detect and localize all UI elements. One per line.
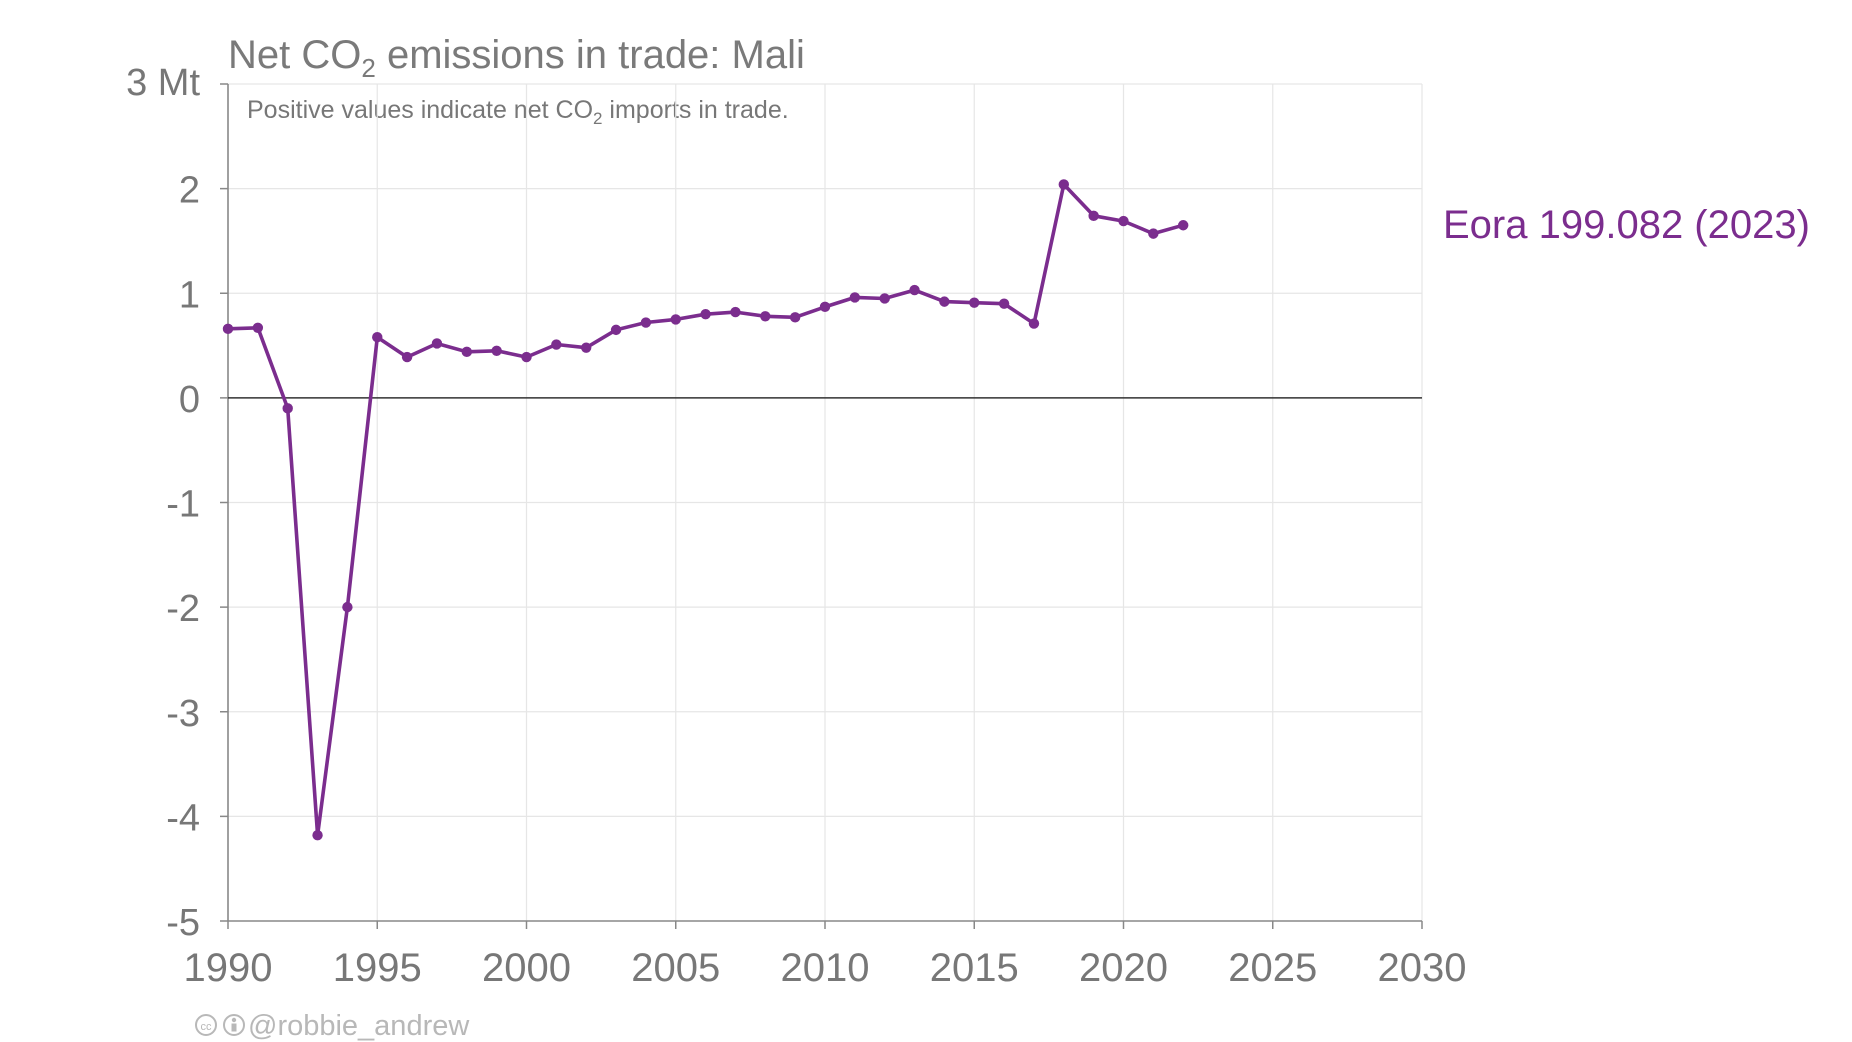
x-tick-label: 2020 — [1079, 946, 1168, 990]
data-point — [670, 314, 681, 325]
credit-text: @robbie_andrew — [248, 1010, 470, 1042]
y-tick-label: 1 — [179, 274, 200, 316]
data-point — [222, 323, 234, 335]
data-point — [610, 324, 622, 336]
series-label: Eora 199.082 (2023) — [1443, 203, 1810, 247]
credit: cc @robbie_andrew — [195, 1010, 470, 1042]
data-point — [879, 293, 890, 304]
data-point — [372, 331, 383, 343]
chart-subtitle: Positive values indicate net CO2 imports… — [247, 96, 789, 128]
data-point — [909, 284, 920, 296]
y-tick-label: -4 — [166, 797, 200, 839]
y-tick-label: -2 — [166, 588, 200, 630]
data-point — [789, 312, 801, 323]
y-tick-label: 0 — [179, 379, 200, 421]
svg-text:cc: cc — [201, 1021, 213, 1033]
data-point — [1148, 228, 1159, 239]
data-point — [819, 301, 831, 313]
data-point — [1088, 210, 1099, 222]
chart-title-subscript: 2 — [361, 53, 375, 83]
data-point — [1118, 215, 1129, 227]
y-tick-label: -1 — [166, 484, 200, 526]
x-tick-label: 2010 — [781, 946, 870, 990]
chart-title-suffix: emissions in trade: Mali — [376, 33, 805, 77]
y-tick-label: -3 — [166, 693, 200, 735]
data-point — [282, 403, 293, 414]
axes — [220, 83, 1423, 929]
attribution-icon — [223, 1014, 245, 1036]
chart-subtitle-prefix: Positive values indicate net CO — [247, 96, 593, 124]
x-tick-label: 2005 — [631, 946, 720, 990]
data-point — [640, 317, 652, 328]
y-unit-label: 3 Mt — [126, 62, 200, 104]
x-tick-label: 1990 — [184, 946, 273, 990]
data-point — [461, 346, 472, 358]
x-tick-label: 1995 — [333, 946, 422, 990]
tick-labels: 1990 1995 2000 2005 2010 2015 2020 2025 2030 2 1 0 -… — [166, 170, 1466, 990]
chart-title-prefix: Net CO — [228, 33, 361, 77]
data-point — [760, 311, 771, 322]
chart-subtitle-subscript: 2 — [593, 109, 602, 128]
data-point — [551, 339, 562, 350]
data-point — [581, 342, 592, 353]
grid — [228, 83, 1423, 921]
series: Eora 199.082 (2023) — [222, 179, 1810, 841]
chart-title: Net CO2 emissions in trade: Mali — [228, 33, 805, 83]
data-point — [312, 830, 323, 841]
chart-subtitle-suffix: imports in trade. — [602, 96, 788, 124]
data-point — [342, 601, 353, 613]
x-tick-label: 2025 — [1228, 946, 1317, 990]
data-point — [491, 345, 502, 356]
data-point — [521, 351, 532, 363]
cc-icon: cc — [195, 1014, 217, 1036]
data-point — [939, 296, 950, 307]
data-point — [730, 306, 741, 318]
data-point — [969, 297, 980, 308]
data-point — [998, 298, 1010, 309]
data-point — [849, 292, 861, 303]
series-line — [226, 182, 1185, 838]
data-point — [431, 338, 443, 349]
data-point — [1028, 318, 1040, 329]
x-tick-label: 2000 — [482, 946, 571, 990]
data-point — [1058, 179, 1070, 190]
x-tick-label: 2030 — [1378, 946, 1467, 990]
x-tick-label: 2015 — [930, 946, 1019, 990]
y-tick-label: 2 — [179, 170, 200, 212]
data-point — [1178, 220, 1189, 231]
data-point — [700, 308, 711, 320]
y-tick-label: -5 — [166, 902, 200, 944]
data-point — [401, 351, 413, 363]
data-point — [252, 322, 264, 333]
